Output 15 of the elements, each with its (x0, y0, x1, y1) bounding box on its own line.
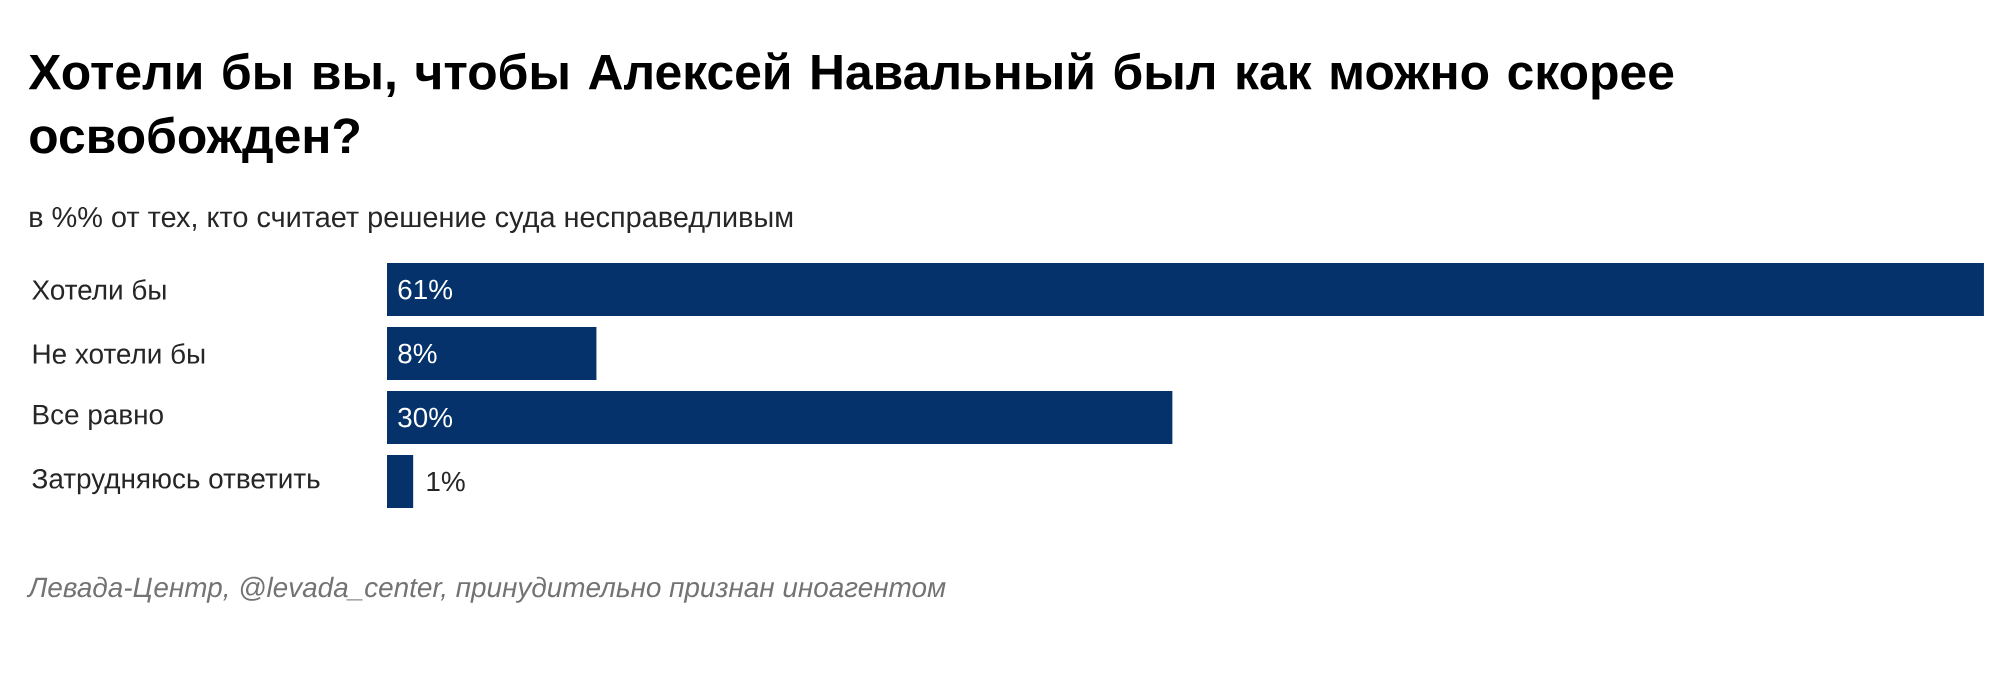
y-tick-label: Не хотели бы (33, 343, 205, 364)
y-tick-label: Все равно (33, 405, 163, 430)
bar (387, 455, 414, 509)
chart-title: Хотели бы вы, чтобы Алексей Навальный был как можно скорее освобожден? (28, 52, 1674, 163)
bar (387, 263, 1984, 317)
data-label: 30% (398, 407, 453, 428)
bar (387, 391, 1173, 445)
data-label: 1% (427, 471, 465, 492)
text: Левада-Центр, @levada_center, принудительно признан иноагентом (26, 576, 946, 603)
y-tick-label: Хотели бы (32, 279, 166, 300)
data-label: 61% (398, 279, 453, 300)
chart-subtitle: в %% от тех, кто считает решение суда несправедливым (30, 206, 793, 233)
bar (387, 327, 597, 381)
data-label: 8% (398, 343, 437, 364)
y-tick-label: Затрудняюсь ответить (32, 468, 320, 495)
